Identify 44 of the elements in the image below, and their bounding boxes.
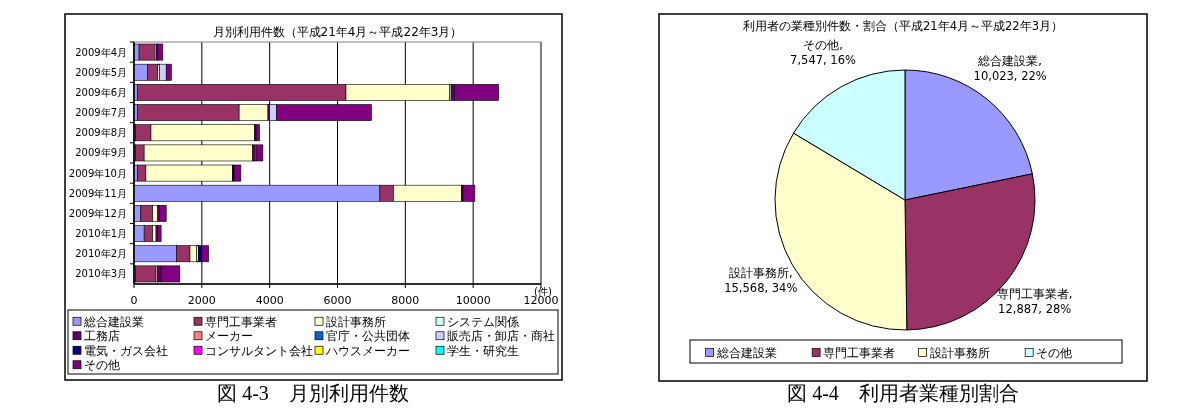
y-tick-label: 2009年7月 [75,107,127,119]
data-label: 設計事務所, 15,568, 34% [724,265,798,295]
legend-label: 専門工事業者 [823,345,896,360]
legend-label: 総合建設業 [715,345,777,360]
legend-label: 販売店・卸店・商社 [447,329,555,344]
legend-label: メーカー [205,329,253,344]
y-tick-label: 2009年8月 [75,127,127,139]
x-tick-label: 10000 [455,294,491,307]
y-tick-label: 2009年11月 [68,187,127,199]
y-tick-label: 2009年10月 [68,167,127,179]
data-label: 総合建設業, 10,023, 22% [973,54,1047,84]
legend-label: その他 [1036,345,1073,360]
x-tick-label: 8000 [391,294,420,307]
y-tick-label: 2009年5月 [75,66,127,78]
legend-label: 設計事務所 [929,345,990,360]
x-tick-label: 6000 [323,294,352,307]
data-label: 専門工事業者, 12,887, 28% [996,287,1073,317]
legend-label: 学生・研究生 [447,343,519,358]
x-tick-label: 2000 [187,294,216,307]
y-tick-label: 2009年9月 [75,147,127,159]
caption: 図 4-3 月別利用件数 [217,382,409,404]
legend-label: その他 [84,358,120,373]
legend-label: 官庁・公共団体 [326,329,410,344]
legend-label: ハウスメーカー [325,343,410,358]
chart-title: 月別利用件数（平成21年4月～平成22年3月） [212,25,463,39]
legend-label: 専門工事業者 [205,314,277,329]
legend-label: 設計事務所 [326,314,386,329]
y-tick-label: 2010年3月 [75,268,127,280]
x-tick-label: 4000 [255,294,284,307]
legend-label: コンサルタント会社 [205,343,313,358]
legend-label: 総合建設業 [83,314,144,329]
y-tick-label: 2010年2月 [75,248,127,260]
legend-label: 工務店 [84,329,120,344]
legend-label: 電気・ガス会社 [84,343,168,358]
chart-title: 利用者の業種別件数・割合（平成21年4月～平成22年3月） [743,19,1063,33]
y-tick-label: 2009年4月 [75,46,127,58]
y-tick-label: 2010年1月 [75,228,127,240]
y-tick-label: 2009年6月 [75,86,127,98]
legend-label: システム関係 [447,314,519,329]
x-tick-label: 0 [130,294,138,307]
x-axis-title: (件) [534,286,552,297]
caption: 図 4-4 利用者業種別割合 [787,382,1019,404]
data-label: その他, 7,547, 16% [790,38,856,68]
y-tick-label: 2009年12月 [68,207,127,219]
